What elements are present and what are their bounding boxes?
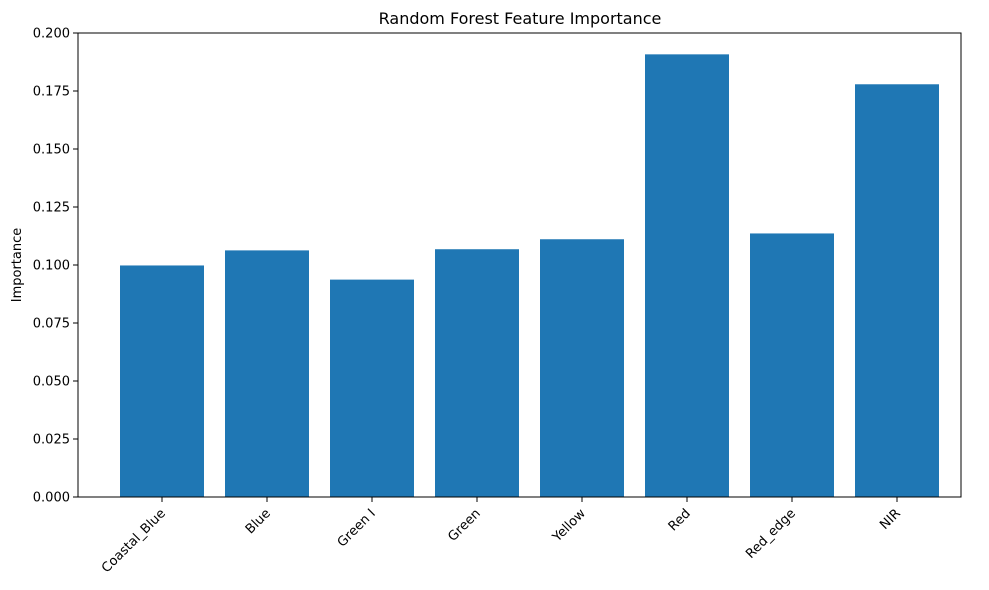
bar-green-i [330, 279, 414, 497]
x-tick-label: Green [445, 506, 483, 544]
bar-coastal-blue [120, 265, 204, 497]
chart-title: Random Forest Feature Importance [379, 9, 662, 28]
y-tick-label: 0.100 [33, 259, 70, 274]
y-tick-label: 0.050 [33, 375, 70, 390]
y-tick-label: 0.025 [33, 433, 70, 448]
bar-nir [855, 84, 939, 497]
bar-green [435, 249, 519, 497]
y-axis: 0.000 0.025 0.050 0.075 0.100 0.125 0.150 0.175… [33, 27, 78, 506]
bars-group [120, 54, 939, 498]
bar-red [645, 54, 729, 498]
x-tick-label: Yellow [549, 506, 589, 546]
y-tick-label: 0.150 [33, 143, 70, 158]
plot-frame [77, 32, 962, 498]
x-tick-label: Blue [243, 506, 274, 537]
x-tick-label: NIR [877, 506, 904, 533]
x-tick-label: Green I [335, 506, 379, 550]
x-tick-label: Red_edge [743, 506, 799, 562]
y-axis-label: Importance [10, 228, 25, 303]
x-axis: Coastal_Blue Blue Green I Green Yellow Red Red… [99, 497, 904, 576]
y-tick-label: 0.075 [33, 317, 70, 332]
y-tick-label: 0.000 [33, 491, 70, 506]
bar-red-edge [750, 233, 834, 497]
bar-yellow [540, 239, 624, 498]
x-tick-label: Red [666, 506, 694, 534]
y-tick-label: 0.200 [33, 27, 70, 42]
x-tick-label: Coastal_Blue [99, 506, 169, 576]
bar-blue [225, 250, 309, 497]
y-tick-label: 0.175 [33, 85, 70, 100]
y-tick-label: 0.125 [33, 201, 70, 216]
